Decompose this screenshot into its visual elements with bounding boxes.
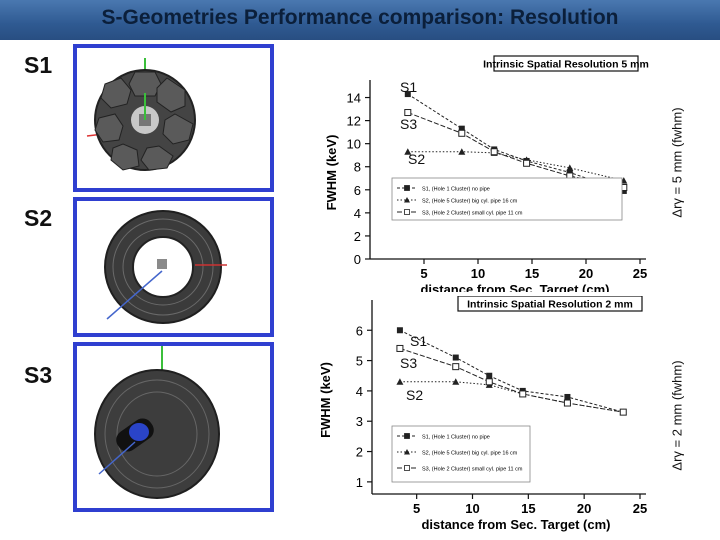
row-label-s3: S3 (24, 362, 53, 388)
page-title: S-Geometries Performance comparison: Res… (101, 6, 619, 29)
legend-entry: S3, (Hole 2 Cluster) small cyl. pipe 11 … (422, 467, 523, 473)
y-tick-label: 6 (356, 323, 363, 338)
y-tick-label: 8 (354, 160, 361, 175)
legend-entry: S2, (Hole 5 Cluster) big cyl. pipe 16 cm (422, 451, 518, 457)
chart-resolution-2mm: Intrinsic Spatial Resolution 2 mm 1 2 3 4 5 6 5… (318, 296, 647, 532)
detector-s3-render (94, 346, 220, 499)
y-tick-label: 12 (347, 114, 361, 129)
x-axis-label: distance from Sec. Target (cm) (420, 282, 609, 292)
y-tick-label: 4 (356, 384, 363, 399)
x-tick-label: 10 (465, 501, 479, 516)
y-axis-label: FWHM (keV) (324, 135, 339, 211)
data-point (452, 363, 460, 371)
data-point (404, 109, 412, 117)
data-point (519, 390, 527, 398)
legend-entry: S3, (Hole 2 Cluster) small cyl. pipe 11 … (422, 211, 523, 217)
detector-s2-render (104, 210, 227, 324)
data-point (404, 91, 411, 98)
data-point (566, 164, 574, 171)
data-point (486, 372, 493, 379)
y-tick-label: 2 (356, 445, 363, 460)
chart-title: Intrinsic Spatial Resolution 2 mm (467, 299, 633, 311)
chart-title-box (457, 296, 643, 312)
x-tick-label: 15 (521, 501, 535, 516)
series-annotation: S2 (406, 387, 423, 403)
series-line-1 (399, 329, 624, 413)
series-line-2 (407, 151, 624, 182)
side-label-5mm: Δrγ = 5 mm (fwhm) (669, 107, 685, 218)
detector-s3-frame (73, 342, 274, 512)
chart-title-box (493, 55, 639, 72)
y-tick-label: 4 (354, 206, 361, 221)
series-annotation: S1 (410, 333, 427, 349)
legend-entry: S1, (Hole 1 Cluster) no pipe (422, 187, 490, 193)
y-tick-label: 2 (354, 229, 361, 244)
data-point (396, 378, 404, 385)
legend-marker (404, 433, 410, 439)
data-point (523, 159, 531, 167)
detector-s1-render (86, 58, 196, 171)
side-label-2mm: Δrγ = 2 mm (fwhm) (669, 360, 685, 471)
x-tick-label: 20 (577, 501, 591, 516)
data-point (404, 148, 412, 155)
legend-box (391, 425, 531, 483)
chart-resolution-5mm: Intrinsic Spatial Resolution 5 mm 0 2 4 6 8 10… (324, 55, 649, 292)
x-tick-label: 25 (633, 501, 647, 516)
y-axis-label: FWHM (keV) (318, 362, 333, 438)
y-tick-label: 6 (354, 183, 361, 198)
series-line-2 (399, 381, 624, 413)
x-tick-label: 5 (420, 266, 427, 281)
y-tick-label: 1 (356, 475, 363, 490)
data-point (458, 129, 466, 137)
legend-marker (404, 465, 410, 471)
detector-s3-icon (94, 346, 220, 499)
series-line-1 (407, 93, 624, 192)
data-point (563, 399, 571, 407)
series-annotation: S3 (400, 355, 417, 371)
series-annotation: S1 (400, 79, 417, 95)
data-point (458, 148, 466, 155)
detector-s2-icon (104, 210, 227, 324)
y-tick-label: 10 (347, 137, 361, 152)
x-tick-label: 20 (579, 266, 593, 281)
legend-marker (404, 197, 410, 203)
series-annotation: S2 (408, 151, 425, 167)
data-point (564, 393, 571, 400)
legend-entry: S2, (Hole 5 Cluster) big cyl. pipe 16 cm (422, 199, 518, 205)
chart-title: Intrinsic Spatial Resolution 5 mm (483, 59, 649, 71)
x-tick-label: 25 (633, 266, 647, 281)
data-point (396, 344, 404, 352)
y-tick-label: 3 (356, 414, 363, 429)
detector-s1-icon (86, 58, 196, 171)
y-tick-label: 0 (354, 252, 361, 267)
data-point (458, 125, 465, 132)
data-point (485, 378, 493, 386)
series-annotation: S3 (400, 116, 417, 132)
legend-box (391, 177, 623, 221)
data-point (490, 148, 498, 156)
x-tick-label: 15 (525, 266, 539, 281)
detector-s1-frame (73, 44, 274, 192)
legend-marker (404, 209, 410, 215)
legend-marker (404, 185, 410, 191)
data-point (452, 378, 460, 385)
data-point (452, 354, 459, 361)
data-point (396, 327, 403, 334)
x-tick-label: 10 (471, 266, 485, 281)
series-line-3 (407, 112, 624, 188)
x-axis-label: distance from Sec. Target (cm) (421, 517, 610, 532)
detector-s2-frame (73, 197, 274, 337)
row-label-s2: S2 (24, 205, 53, 231)
legend-entry: S1, (Hole 1 Cluster) no pipe (422, 435, 490, 441)
y-tick-label: 5 (356, 354, 363, 369)
y-tick-label: 14 (347, 91, 361, 106)
x-tick-label: 5 (413, 501, 420, 516)
data-point (619, 408, 627, 416)
legend-marker (404, 449, 410, 455)
title-bar: S-Geometries Performance comparison: Res… (0, 0, 720, 40)
row-label-s1: S1 (24, 52, 53, 78)
series-line-3 (399, 347, 624, 413)
